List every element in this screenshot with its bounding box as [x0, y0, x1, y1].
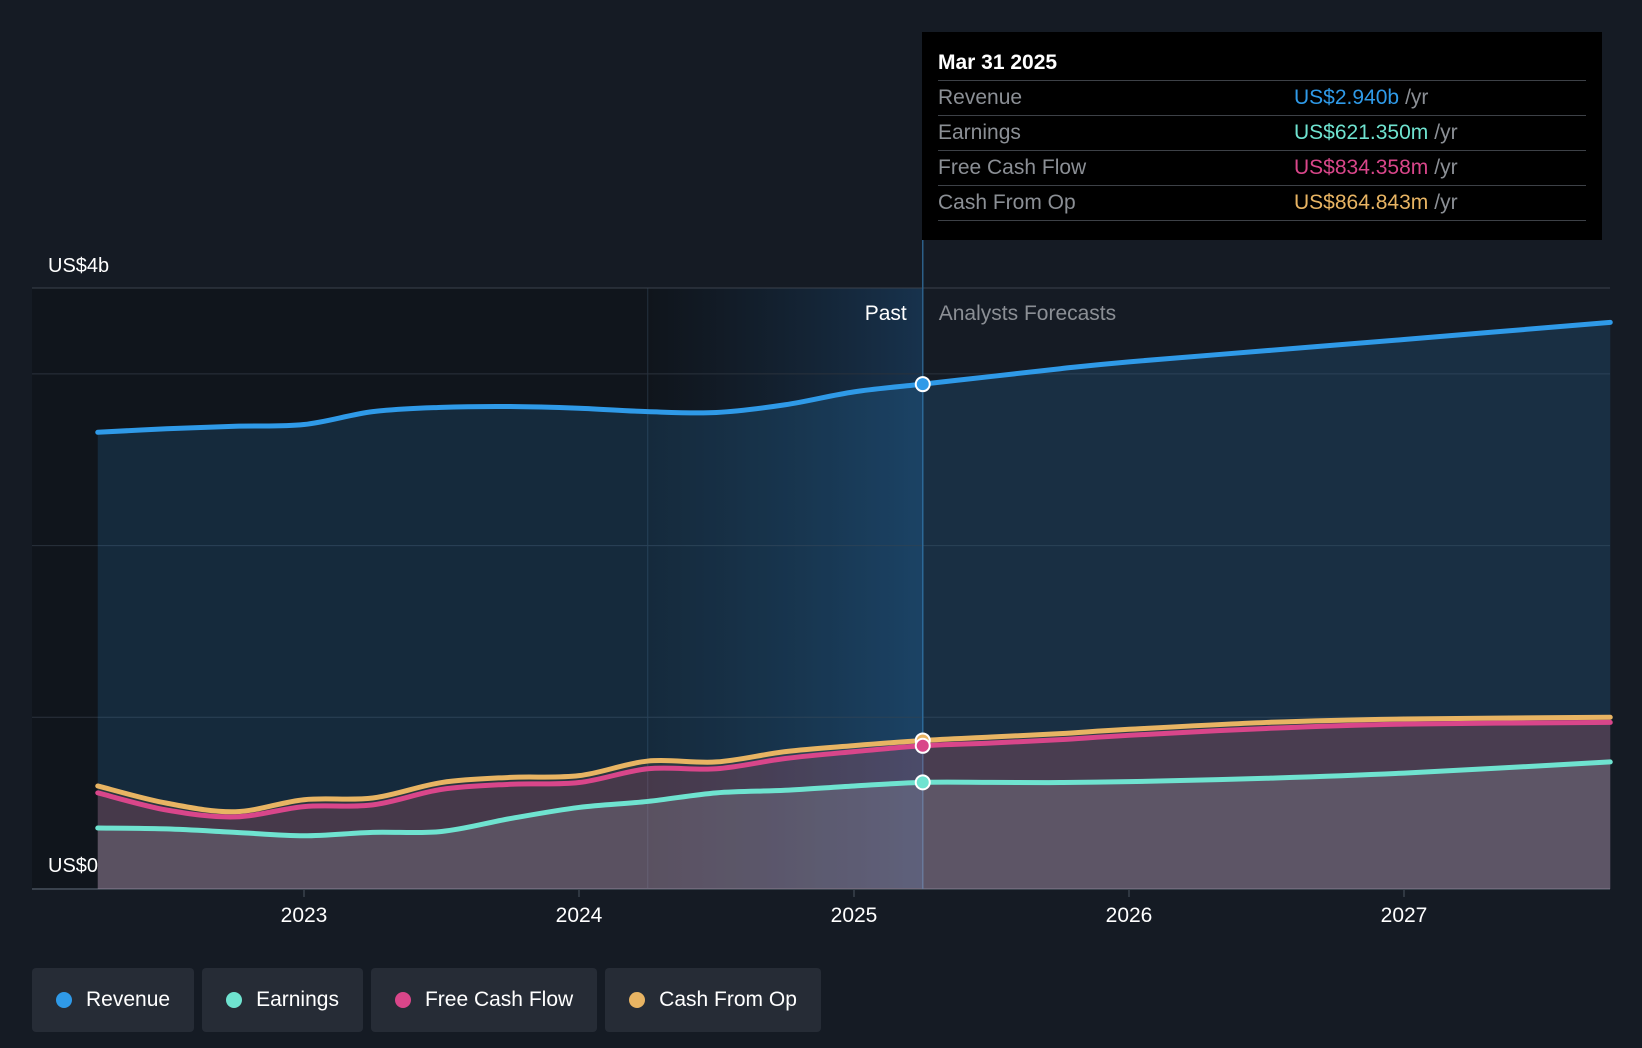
legend-item-free-cash-flow[interactable]: Free Cash Flow [370, 968, 598, 1032]
tooltip-label: Earnings [938, 121, 1021, 144]
legend-item-cash-from-op[interactable]: Cash From Op [605, 968, 821, 1032]
x-tick-label: 2027 [1381, 904, 1428, 927]
area-revenue [97, 322, 1611, 889]
y-axis-label-bottom: US$0 [48, 855, 98, 877]
legend-label: Revenue [86, 988, 171, 1011]
series-line-earnings [95, 759, 1613, 839]
legend-dot-icon [629, 992, 646, 1008]
tooltip-unit: /yr [1434, 121, 1458, 144]
x-tick-label: 2025 [831, 904, 878, 927]
x-tick-label: 2024 [556, 904, 603, 927]
marker-fcf [914, 737, 931, 754]
tooltip-label: Cash From Op [938, 191, 1076, 214]
tooltip-row-earnings: Earnings US$621.350m /yr [938, 115, 1586, 150]
tooltip-value: US$834.358m [1294, 156, 1429, 179]
tooltip-label: Free Cash Flow [938, 156, 1087, 179]
series-line-cfo [95, 714, 1613, 815]
x-tick-label: 2026 [1106, 904, 1153, 927]
legend-label: Free Cash Flow [424, 988, 574, 1011]
marker-earnings [914, 774, 931, 791]
legend-item-revenue[interactable]: Revenue [32, 968, 195, 1032]
tooltip: Mar 31 2025 Revenue US$2.940b /yr Earnin… [922, 32, 1602, 240]
legend-label: Earnings [256, 988, 339, 1011]
tooltip-unit: /yr [1434, 191, 1458, 214]
legend-item-earnings[interactable]: Earnings [202, 968, 363, 1032]
y-axis-label-top: US$4b [48, 255, 109, 277]
past-label: Past [865, 302, 907, 325]
x-tick-label: 2023 [281, 904, 328, 927]
forecast-label: Analysts Forecasts [939, 302, 1116, 325]
legend-dot-icon [226, 992, 243, 1008]
tooltip-row-revenue: Revenue US$2.940b /yr [938, 80, 1586, 115]
legend-label: Cash From Op [659, 988, 797, 1011]
tooltip-value: US$2.940b [1294, 86, 1400, 109]
tooltip-label: Revenue [938, 86, 1023, 109]
series-line-revenue [95, 319, 1613, 435]
tooltip-date: Mar 31 2025 [938, 51, 1058, 74]
tooltip-row-fcf: Free Cash Flow US$834.358m /yr [938, 150, 1586, 185]
legend-dot-icon [56, 992, 72, 1008]
tooltip-row-cfo: Cash From Op US$864.843m /yr [938, 185, 1586, 221]
series-line-fcf [95, 719, 1613, 820]
area-fcf [97, 722, 1611, 889]
area-cfo [97, 717, 1611, 889]
tooltip-value: US$864.843m [1294, 191, 1429, 214]
tooltip-unit: /yr [1405, 86, 1429, 109]
tooltip-value: US$621.350m [1294, 121, 1429, 144]
area-earnings [97, 761, 1611, 889]
legend-dot-icon [394, 992, 411, 1008]
legend: Revenue Earnings Free Cash Flow Cash Fro… [32, 968, 821, 1032]
marker-revenue [914, 376, 931, 393]
tooltip-unit: /yr [1434, 156, 1458, 179]
